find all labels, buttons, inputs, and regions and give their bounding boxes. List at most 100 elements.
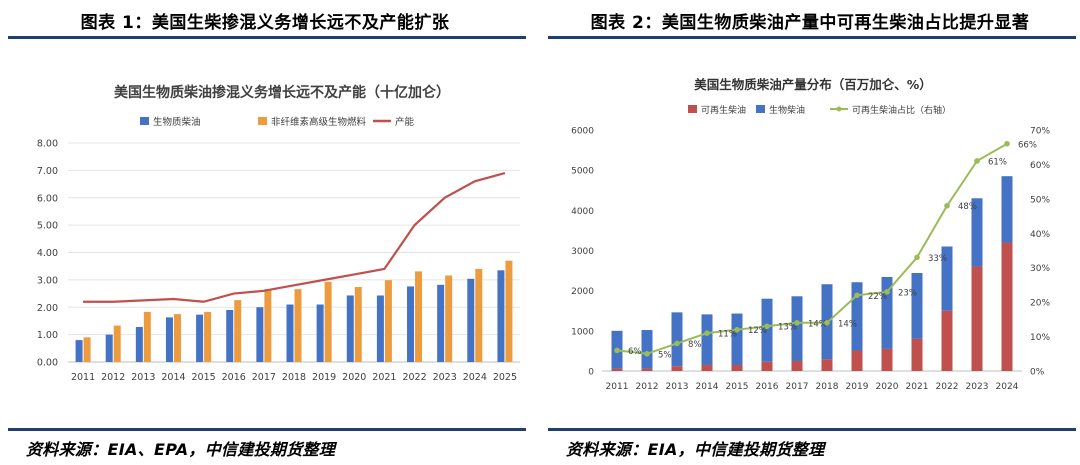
chart2-bar-biodiesel	[791, 296, 803, 361]
chart2-share-point	[914, 254, 920, 261]
chart1-x-tick: 2025	[493, 372, 517, 383]
chart2-share-point	[794, 320, 800, 326]
chart2-y-tick: 5000	[571, 167, 594, 177]
chart1-bar	[354, 286, 362, 362]
chart1-bar	[324, 281, 332, 362]
chart2-bar-renewable	[611, 368, 623, 371]
chart2-share-label: 12%	[748, 326, 767, 336]
chart1-bar	[445, 275, 453, 362]
chart1-bar	[264, 289, 272, 362]
chart2-y-tick: 6000	[571, 127, 594, 137]
chart1-bar	[384, 280, 392, 362]
chart2-share-label: 6%	[628, 347, 642, 357]
chart2-x-tick: 2019	[846, 382, 869, 392]
chart2-bar-biodiesel	[1001, 176, 1013, 243]
chart1-bar	[415, 271, 423, 362]
chart2-x-tick: 2023	[966, 382, 989, 392]
chart1-y-tick: 6.00	[37, 193, 58, 204]
chart1-bar	[83, 337, 91, 362]
chart2-bar-biodiesel	[851, 282, 863, 351]
chart2-bar-renewable	[641, 368, 653, 371]
chart1-x-tick: 2013	[131, 372, 155, 383]
right-bottom-rule	[548, 428, 1076, 431]
chart1-bar	[346, 295, 354, 362]
chart1-bar	[294, 289, 302, 362]
chart1-x-tick: 2022	[402, 372, 426, 383]
chart2-bar-renewable	[671, 366, 683, 371]
chart2-share-point	[854, 292, 860, 299]
chart2-x-tick: 2011	[606, 382, 629, 392]
chart1-bar	[204, 311, 212, 362]
chart1-bar	[135, 326, 143, 362]
chart2-y-tick: 2000	[571, 287, 594, 297]
chart2-share-label: 22%	[868, 292, 887, 302]
chart2-bar-biodiesel	[881, 277, 893, 349]
chart2-share-label: 13%	[778, 323, 797, 333]
chart2-legend-label: 生物柴油	[769, 104, 805, 116]
chart2-y2-tick: 10%	[1030, 333, 1050, 343]
chart2-y-tick: 1000	[571, 327, 594, 337]
chart2-bar-biodiesel	[941, 246, 953, 311]
chart1-legend-label: 产能	[395, 116, 415, 128]
chart2-bar-renewable	[851, 350, 863, 371]
chart2-bar-renewable	[881, 348, 893, 371]
chart1-capacity-line	[83, 172, 506, 303]
left-top-rule	[8, 36, 526, 39]
chart2-legend-label: 可再生柴油	[701, 104, 746, 116]
chart2-share-label: 11%	[718, 330, 737, 340]
chart2-share-point	[1004, 140, 1010, 147]
chart1-bar	[196, 314, 204, 362]
chart2-share-label: 8%	[688, 340, 702, 350]
chart1-x-tick: 2017	[252, 372, 276, 383]
chart2-share-label: 14%	[838, 319, 857, 329]
chart1-legend-label: 非纤维素高级生物燃料	[271, 116, 367, 128]
chart2-share-label: 48%	[958, 202, 977, 212]
chart1-legend-swatch	[140, 117, 149, 125]
chart2-share-label: 66%	[1018, 140, 1037, 150]
chart1-bar	[143, 311, 151, 362]
chart2-share-label: 61%	[988, 157, 1007, 167]
chart2-share-label: 5%	[658, 350, 672, 360]
chart2-bar-biodiesel	[911, 272, 923, 339]
chart1-legend-label: 生物质柴油	[153, 116, 201, 128]
chart2-share-point	[824, 320, 830, 326]
chart1-y-tick: 1.00	[37, 330, 58, 341]
chart2-bar-renewable	[821, 359, 833, 371]
chart1-x-tick: 2020	[342, 372, 366, 383]
chart2-bar-biodiesel	[731, 313, 743, 365]
chart2-x-tick: 2014	[696, 382, 719, 392]
chart2-y-tick: 0	[588, 368, 594, 378]
chart2-share-point	[674, 340, 680, 347]
chart2-share-label: 14%	[808, 319, 827, 329]
chart1-bar	[173, 314, 181, 362]
chart2-share-point	[734, 326, 740, 333]
chart2-x-tick: 2018	[816, 382, 839, 392]
chart1-y-tick: 0.00	[37, 358, 58, 369]
chart1-y-tick: 5.00	[37, 221, 58, 232]
chart1-bar	[497, 270, 505, 362]
chart1-x-tick: 2011	[71, 372, 95, 383]
chart2-bar-renewable	[701, 364, 713, 371]
chart2-legend-swatch	[756, 105, 765, 113]
chart1-title: 美国生物质柴油掺混义务增长远不及产能（十亿加仑）	[114, 84, 450, 101]
chart2-bar-renewable	[941, 310, 953, 371]
chart2-y2-tick: 20%	[1030, 299, 1050, 309]
chart1-x-tick: 2015	[192, 372, 216, 383]
left-bottom-rule	[8, 428, 526, 431]
chart1-bar	[113, 325, 121, 362]
chart2-share-point	[614, 347, 620, 354]
chart1-bar	[105, 334, 113, 362]
chart2-title: 美国生物质柴油产量分布（百万加仑、%）	[694, 77, 932, 92]
chart1-bar	[505, 260, 513, 362]
chart1-x-tick: 2014	[161, 372, 185, 383]
chart2-share-point	[974, 158, 980, 164]
chart1-bar	[226, 309, 234, 362]
chart2-bar-renewable	[761, 361, 773, 371]
right-heading: 图表 2：美国生物质柴油产量中可再生柴油占比提升显著	[590, 13, 1030, 33]
chart1-bar	[475, 268, 483, 362]
chart2-x-tick: 2015	[726, 382, 749, 392]
chart1-bar	[256, 307, 264, 362]
chart2-bar-renewable	[731, 364, 743, 371]
left-source: 资料来源：EIA、EPA，中信建投期货整理	[26, 440, 336, 459]
chart1-x-tick: 2021	[372, 372, 396, 383]
